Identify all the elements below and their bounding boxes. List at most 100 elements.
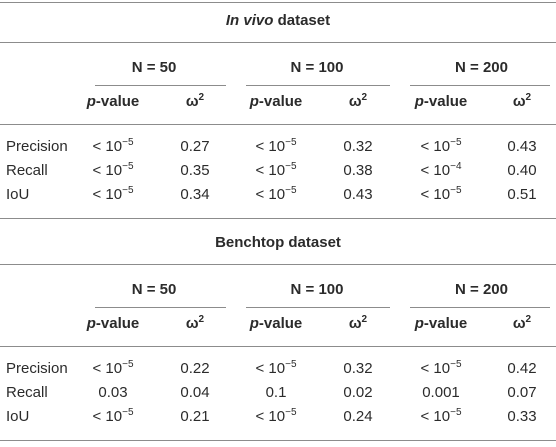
omega-squared-cell: 0.38: [343, 162, 373, 179]
section-title-text: dataset: [273, 12, 331, 29]
p-value-header: p-value: [226, 315, 326, 333]
omega-squared-cell: 0.35: [180, 162, 210, 179]
omega-squared-header: ω2: [328, 315, 388, 333]
p-italic: p: [86, 93, 96, 110]
omega-squared-cell: 0.27: [180, 138, 210, 155]
section-rule: [0, 264, 556, 265]
group-rule: [95, 85, 226, 86]
omega-exponent: 2: [525, 92, 532, 103]
group-header: N = 50: [131, 59, 177, 76]
group-header: N = 50: [131, 281, 177, 298]
group-header: N = 100: [290, 281, 344, 298]
omega-squared-header: ω2: [165, 93, 225, 111]
p-italic: p: [249, 315, 259, 332]
p-value-exponent: −5: [285, 407, 297, 418]
p-value-header: p-value: [391, 93, 491, 111]
section-title-italic: In vivo: [225, 12, 274, 29]
row-label: Precision: [6, 360, 68, 377]
p-value-cell: 0.03: [63, 384, 163, 402]
group-header: N = 200: [455, 281, 508, 298]
p-value-exponent: −5: [285, 137, 297, 148]
group-header: N = 200: [455, 59, 508, 76]
omega-symbol: ω: [348, 93, 362, 110]
p-value-exponent: −4: [450, 161, 462, 172]
p-value-cell: 0.1: [226, 384, 326, 402]
p-italic: p: [414, 315, 424, 332]
p-rest: -value: [95, 315, 140, 332]
group-rule: [410, 85, 550, 86]
p-value-cell: < 10−5: [226, 360, 326, 378]
p-value-exponent: −5: [285, 161, 297, 172]
omega-symbol: ω: [512, 315, 526, 332]
omega-symbol: ω: [185, 93, 199, 110]
p-value-cell: < 10−5: [226, 186, 326, 204]
omega-squared-header: ω2: [328, 93, 388, 111]
p-value-text: < 10: [420, 138, 451, 155]
omega-squared-cell: 0.32: [343, 360, 373, 377]
p-value-exponent: −5: [450, 407, 462, 418]
p-value-text: < 10: [255, 360, 286, 377]
omega-exponent: 2: [361, 92, 368, 103]
p-italic: p: [414, 93, 424, 110]
p-value-text: < 10: [92, 360, 123, 377]
group-rule: [410, 307, 550, 308]
p-value-cell: < 10−5: [63, 408, 163, 426]
omega-squared-cell: 0.43: [507, 138, 537, 155]
p-rest: -value: [95, 93, 140, 110]
omega-squared-cell: 0.33: [507, 408, 537, 425]
p-value-exponent: −5: [285, 359, 297, 370]
omega-squared-cell: 0.42: [507, 360, 537, 377]
row-label: IoU: [6, 408, 30, 425]
group-rule: [246, 307, 390, 308]
p-value-text: < 10: [420, 162, 451, 179]
omega-exponent: 2: [361, 314, 368, 325]
p-value-text: < 10: [255, 138, 286, 155]
p-value-cell: < 10−5: [391, 408, 491, 426]
omega-squared-header: ω2: [492, 315, 552, 333]
p-value-cell: < 10−5: [391, 360, 491, 378]
row-label: IoU: [6, 186, 30, 203]
omega-squared-cell: 0.43: [343, 186, 373, 203]
p-value-exponent: −5: [122, 407, 134, 418]
p-italic: p: [249, 93, 259, 110]
p-value-header: p-value: [226, 93, 326, 111]
section-title-text: Benchtop dataset: [215, 234, 341, 251]
p-value-header: p-value: [391, 315, 491, 333]
p-value-text: < 10: [255, 186, 286, 203]
omega-exponent: 2: [525, 314, 532, 325]
p-value-text: 0.03: [98, 384, 128, 401]
p-value-cell: < 10−5: [63, 360, 163, 378]
p-value-text: 0.1: [265, 384, 287, 401]
omega-squared-cell: 0.21: [180, 408, 210, 425]
omega-symbol: ω: [348, 315, 362, 332]
p-value-exponent: −5: [450, 359, 462, 370]
section-bottom-rule: [0, 440, 556, 441]
omega-squared-header: ω2: [492, 93, 552, 111]
omega-squared-cell: 0.40: [507, 162, 537, 179]
p-value-text: < 10: [92, 162, 123, 179]
p-value-text: < 10: [92, 138, 123, 155]
p-rest: -value: [423, 93, 468, 110]
p-italic: p: [86, 315, 96, 332]
omega-squared-cell: 0.24: [343, 408, 373, 425]
group-rule: [246, 85, 390, 86]
group-rule: [95, 307, 226, 308]
p-rest: -value: [423, 315, 468, 332]
p-value-exponent: −5: [450, 137, 462, 148]
header-rule: [0, 124, 556, 125]
p-value-text: < 10: [420, 360, 451, 377]
p-value-exponent: −5: [285, 185, 297, 196]
p-value-exponent: −5: [122, 161, 134, 172]
p-value-text: < 10: [92, 408, 123, 425]
row-label: Precision: [6, 138, 68, 155]
row-label: Recall: [6, 162, 48, 179]
row-label: Recall: [6, 384, 48, 401]
omega-squared-cell: 0.51: [507, 186, 537, 203]
p-value-header: p-value: [63, 93, 163, 111]
p-value-exponent: −5: [450, 185, 462, 196]
p-value-cell: < 10−5: [226, 408, 326, 426]
p-value-exponent: −5: [122, 359, 134, 370]
p-rest: -value: [258, 315, 303, 332]
p-value-exponent: −5: [122, 137, 134, 148]
